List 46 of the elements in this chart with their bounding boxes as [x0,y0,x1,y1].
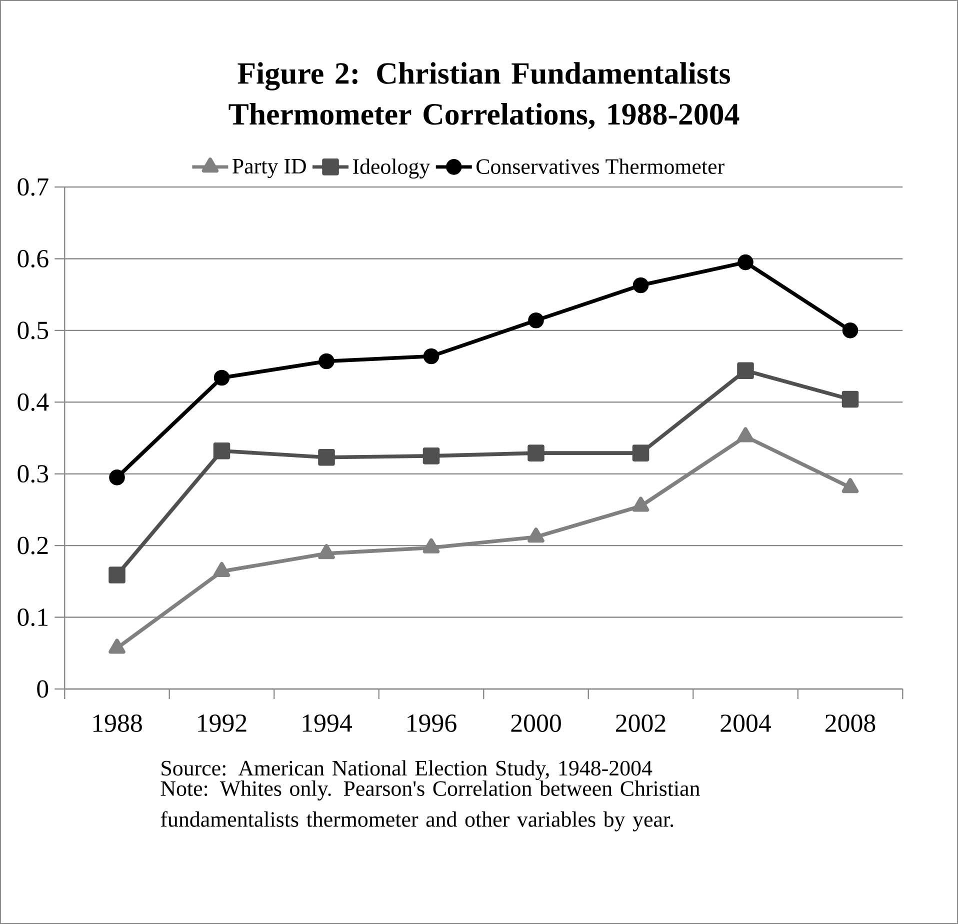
point [213,442,230,460]
y-tick-label: 0.5 [18,322,48,340]
x-tick-label: 2004 [720,714,772,732]
chart-title: Figure 2: Christian Fundamentalists Thermometer Correlations, 1988-2004 [228,62,740,130]
x-tick-label: 2002 [616,714,666,732]
point [422,538,440,554]
text: Note: Whites only. Pearson's Correlation between Christian fundamentalists thermometer and other variables by year. [160,780,700,832]
point [842,478,859,494]
legend-label: Ideology [353,158,430,179]
point [842,322,858,338]
y-tick-label: 0 [37,680,48,698]
point [632,444,650,462]
x-tick-label: 1994 [302,714,352,732]
point [318,544,335,560]
x-tick-label: 2000 [511,714,561,732]
point [738,254,754,270]
x-tick-label: 2008 [825,714,876,732]
y-tick-label: 0.7 [18,178,48,196]
point [423,348,440,364]
point [632,496,650,512]
y-tick-label: 0.2 [18,536,48,554]
y-tick-label: 0.6 [18,250,48,268]
point [842,390,859,408]
point [108,566,126,584]
point [737,362,754,379]
source-note: Source: American National Election Study, 1948-2004 [162,760,652,780]
point [109,470,125,486]
point [528,312,544,328]
x-tick-label: 1996 [408,714,456,732]
point [422,448,440,464]
point [318,448,335,466]
legend-label: Conservatives Thermometer [476,158,724,174]
point [737,427,754,442]
point [632,277,649,294]
legend-label: Party ID [232,159,306,178]
point [318,353,334,370]
x-tick-label: 1988 [93,714,142,732]
y-tick-label: 0.3 [18,465,48,483]
x-tick-label: 1992 [198,714,246,732]
y-tick-label: 0.1 [18,608,48,626]
point [108,638,126,654]
point [528,528,544,543]
point [213,562,230,578]
y-tick-label: 0.4 [18,393,49,411]
point [214,370,230,386]
point [528,444,544,462]
